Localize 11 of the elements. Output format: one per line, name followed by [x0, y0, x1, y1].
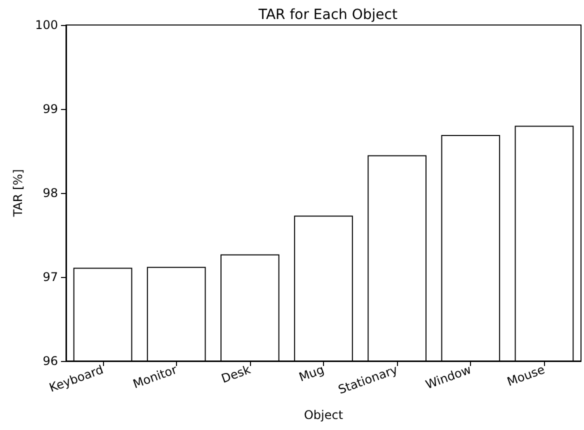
y-tick-label: 99: [42, 102, 58, 116]
x-tick-label: Mouse: [505, 362, 547, 389]
y-axis-title: TAR [%]: [11, 169, 26, 218]
x-tick-label: Mug: [297, 362, 326, 384]
x-axis-title: Object: [304, 408, 344, 422]
y-tick-label: 100: [35, 18, 58, 32]
x-tick-label: Desk: [220, 362, 252, 386]
y-tick-label: 96: [42, 354, 58, 368]
y-tick-label: 97: [42, 270, 58, 284]
chart-title: TAR for Each Object: [258, 7, 398, 23]
y-tick-label: 98: [42, 186, 58, 200]
